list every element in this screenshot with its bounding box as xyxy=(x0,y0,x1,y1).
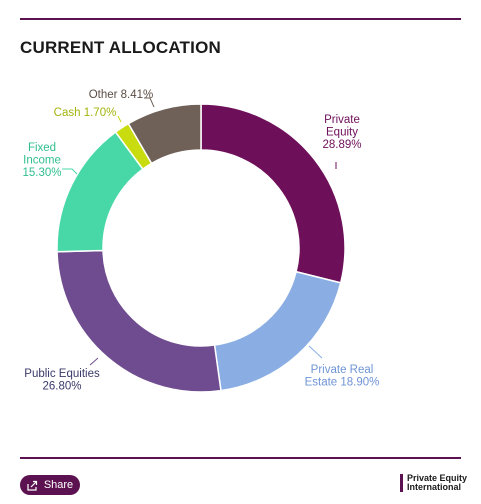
allocation-donut-chart: Private Equity 28.89% Private Real Estate 18… xyxy=(22,89,380,393)
slice-label-1: Private Real Estate 18.90% xyxy=(305,364,380,389)
slice-label-3: Fixed Income 15.30% xyxy=(22,142,61,179)
slice-label-line: Private xyxy=(324,114,360,126)
leader-line-4 xyxy=(117,115,122,123)
leader-line-1 xyxy=(308,345,323,359)
slice-label-line: Fixed xyxy=(28,142,56,154)
slice-label-line: 26.80% xyxy=(42,381,81,393)
share-icon xyxy=(27,480,38,491)
donut-slice-5[interactable] xyxy=(127,103,202,165)
share-label: Share xyxy=(43,479,74,491)
slice-label-5: Other 8.41% xyxy=(89,89,154,101)
top-rule xyxy=(20,18,461,20)
brand-logo: Private Equity International xyxy=(400,474,467,492)
brand-line-2: International xyxy=(407,482,462,492)
slice-label-line: Estate 18.90% xyxy=(305,377,380,389)
slice-label-line: 15.30% xyxy=(22,167,61,179)
leader-line-5 xyxy=(144,97,155,108)
slice-label-line: Cash 1.70% xyxy=(54,107,117,119)
slice-label-2: Public Equities 26.80% xyxy=(24,368,100,393)
slice-label-line: Public Equities xyxy=(24,368,100,380)
slice-label-4: Cash 1.70% xyxy=(54,107,117,119)
chart-title: CURRENT ALLOCATION xyxy=(20,38,221,57)
slice-label-line: Income xyxy=(23,155,61,167)
leader-line-2 xyxy=(89,357,99,366)
slice-label-line: Other 8.41% xyxy=(89,89,154,101)
bottom-rule xyxy=(20,457,461,459)
leader-line-3 xyxy=(62,168,78,175)
donut-slice-0[interactable] xyxy=(200,103,346,284)
slice-label-line: Equity xyxy=(326,127,358,139)
share-button[interactable]: Share xyxy=(20,475,80,495)
brand-line-1: Private Equity xyxy=(407,473,468,483)
slice-label-0: Private Equity 28.89% xyxy=(322,114,361,151)
slice-label-line: Private Real xyxy=(311,364,374,376)
slice-label-line: 28.89% xyxy=(322,139,361,151)
